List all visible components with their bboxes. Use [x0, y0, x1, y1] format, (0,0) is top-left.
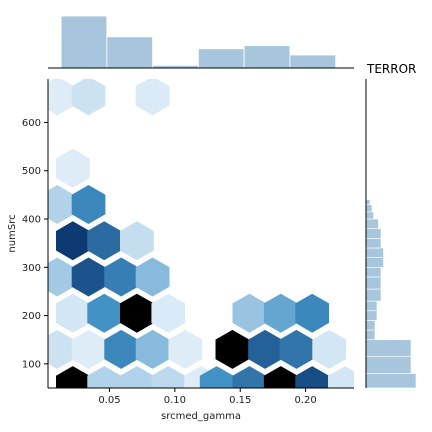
- hex-cell: [40, 402, 74, 432]
- right-histogram-bar: [365, 310, 378, 321]
- hex-cell: [120, 366, 154, 388]
- hex-cell: [248, 329, 282, 369]
- hex-cell: [56, 148, 90, 188]
- hex-cell: [199, 366, 234, 388]
- x-ticks: 0.05 0.10 0.15 0.20: [98, 388, 317, 406]
- right-histogram-bar: [365, 257, 384, 268]
- hex-cell: [168, 329, 203, 369]
- y-tick-label: 500: [22, 166, 41, 177]
- hex-cell: [295, 293, 329, 333]
- right-histogram-bar: [365, 228, 382, 239]
- right-histogram-bar: [365, 288, 382, 302]
- top-histogram-bar: [106, 36, 154, 69]
- hex-cell: [71, 329, 106, 369]
- hex-cell: [151, 293, 186, 333]
- top-marginal-histogram: [60, 15, 337, 69]
- y-tick-label: 300: [22, 263, 41, 274]
- y-tick-label: 200: [22, 311, 41, 322]
- right-histogram-bar: [365, 320, 376, 331]
- top-histogram-bar: [197, 48, 245, 69]
- x-tick-label: 0.05: [98, 395, 120, 406]
- hex-cell: [48, 185, 74, 224]
- hex-cell: [135, 79, 170, 116]
- hex-cell: [263, 366, 298, 388]
- hex-cell: [104, 329, 139, 369]
- right-histogram-bar: [365, 199, 371, 205]
- x-tick-label: 0.20: [294, 395, 316, 406]
- hex-cell: [87, 293, 122, 333]
- hex-cell: [135, 329, 170, 369]
- right-histogram-bar: [365, 339, 412, 357]
- hex-cell: [279, 329, 314, 369]
- top-histogram-bar: [243, 45, 291, 69]
- right-histogram-bar: [365, 329, 376, 341]
- hex-cell: [120, 221, 154, 261]
- right-histogram-bar: [365, 218, 379, 229]
- hex-cell: [48, 257, 74, 297]
- hex-cell: [151, 366, 186, 388]
- hex-cell: [87, 221, 122, 261]
- y-ticks: 100 200 300 400 500 600: [22, 118, 48, 370]
- y-axis-label: numSrc: [7, 214, 18, 252]
- hex-cell: [48, 79, 74, 116]
- y-tick-label: 400: [22, 215, 41, 226]
- x-axis-label: srcmed_gamma: [161, 411, 241, 422]
- hex-cell: [71, 79, 106, 116]
- chart-side-title: TERROR: [366, 62, 416, 76]
- right-histogram-bar: [365, 276, 382, 290]
- right-histogram-bar: [365, 247, 384, 258]
- right-histogram-bar: [365, 238, 382, 249]
- right-histogram-bar: [365, 211, 374, 220]
- right-histogram-bar: [365, 356, 412, 374]
- right-histogram-bar: [365, 266, 382, 278]
- x-tick-label: 0.15: [229, 395, 251, 406]
- y-tick-label: 600: [22, 118, 41, 129]
- hexbin-layer: [40, 79, 354, 432]
- hex-cell: [295, 366, 329, 388]
- hex-cell: [56, 366, 90, 388]
- hex-cell: [87, 366, 122, 388]
- hex-cell: [263, 293, 298, 333]
- hex-cell: [71, 185, 106, 224]
- hex-cell: [120, 293, 154, 333]
- right-histogram-bar: [365, 373, 417, 389]
- right-histogram-bar: [365, 300, 378, 312]
- main-axes: [47, 79, 354, 389]
- hex-cell: [232, 366, 267, 388]
- right-histogram-bar: [365, 204, 373, 213]
- y-tick-label: 100: [22, 359, 41, 370]
- hex-cell: [312, 329, 346, 369]
- hex-cell: [71, 257, 106, 297]
- hex-cell: [232, 293, 267, 333]
- hex-cell: [104, 257, 139, 297]
- hex-cell: [56, 221, 90, 261]
- hex-cell: [328, 366, 354, 388]
- hex-cell: [48, 329, 74, 369]
- top-histogram-bar: [289, 54, 337, 69]
- hex-cell: [56, 293, 90, 333]
- hex-cell: [135, 257, 170, 297]
- hex-cell: [215, 329, 250, 369]
- x-tick-label: 0.10: [164, 395, 186, 406]
- right-marginal-histogram: [365, 199, 417, 389]
- top-histogram-bar: [60, 15, 108, 69]
